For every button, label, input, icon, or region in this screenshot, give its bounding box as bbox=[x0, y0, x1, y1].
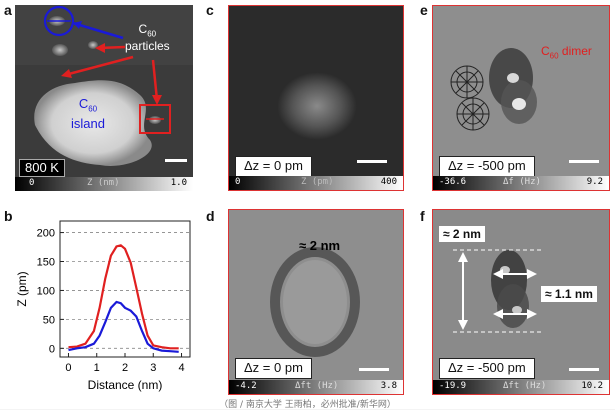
y-tick-label: 50 bbox=[43, 314, 55, 326]
dz-label-d: Δz = 0 pm bbox=[235, 358, 312, 379]
panel-d-image: ≈ 2 nm Δz = 0 pm -4.2 Δft (Hz) 3.8 bbox=[228, 209, 404, 395]
c60-particle-topography bbox=[277, 72, 357, 140]
panel-f-label: f bbox=[420, 208, 425, 224]
particles-label: C60 particles bbox=[125, 22, 170, 54]
dz-label-e: Δz = -500 pm bbox=[439, 156, 535, 177]
panel-b-label: b bbox=[4, 208, 13, 224]
afm-ring bbox=[270, 247, 360, 357]
line-chart-b: 0 50 100 150 200 0 1 2 3 4 Distance (nm) Z (pm) bbox=[15, 220, 191, 392]
stm-topography bbox=[15, 5, 193, 177]
panel-e-image: C60 dimer Δz = -500 pm -36.6 Δf (Hz) 9.2 bbox=[432, 5, 610, 191]
plot-area bbox=[59, 220, 191, 358]
blue-circle-marker bbox=[43, 5, 75, 37]
y-tick-label: 200 bbox=[37, 228, 55, 240]
island-label: C60 island bbox=[71, 96, 105, 131]
y-tick-label: 100 bbox=[37, 285, 55, 297]
dz-label-f: Δz = -500 pm bbox=[439, 358, 535, 379]
series-line-0 bbox=[68, 244, 179, 350]
temperature-label: 800 K bbox=[19, 159, 65, 177]
dimer-label: C60 dimer bbox=[541, 44, 592, 61]
panel-d-label: d bbox=[206, 208, 215, 224]
x-tick-label: 0 bbox=[65, 362, 71, 374]
c60-molecule-model bbox=[450, 65, 490, 131]
panel-e-label: e bbox=[420, 2, 428, 18]
y-tick-label: 0 bbox=[49, 343, 55, 355]
panel-c-image: Δz = 0 pm 0 Z (pm) 400 bbox=[228, 5, 404, 191]
panel-a-image: C60 particles C60 island 800 K 0 Z (nm) 1.… bbox=[15, 5, 193, 191]
colorbar-d: -4.2 Δft (Hz) 3.8 bbox=[229, 380, 403, 394]
x-tick-label: 3 bbox=[150, 362, 156, 374]
red-box-marker bbox=[139, 104, 171, 134]
colorbar-f: -19.9 Δft (Hz) 10.2 bbox=[433, 380, 609, 394]
panel-a-label: a bbox=[4, 2, 12, 18]
height-label-f: ≈ 2 nm bbox=[439, 226, 485, 242]
colorbar-c: 0 Z (pm) 400 bbox=[229, 176, 403, 190]
series-line-1 bbox=[68, 300, 179, 353]
panel-c-label: c bbox=[206, 2, 214, 18]
x-tick-label: 2 bbox=[122, 362, 128, 374]
c60-island-shape bbox=[34, 80, 152, 166]
colorbar-a: 0 Z (nm) 1.0 bbox=[15, 177, 193, 191]
dz-label-c: Δz = 0 pm bbox=[235, 156, 312, 177]
x-tick-label: 1 bbox=[94, 362, 100, 374]
x-tick-label: 4 bbox=[178, 362, 184, 374]
size-label-d: ≈ 2 nm bbox=[299, 238, 341, 253]
width-label-f: ≈ 1.1 nm bbox=[541, 286, 597, 302]
y-tick-label: 150 bbox=[37, 257, 55, 269]
panel-f-image: ≈ 2 nm ≈ 1.1 nm Δz = -500 pm -19.9 Δft (… bbox=[432, 209, 610, 395]
x-axis-label: Distance (nm) bbox=[88, 378, 163, 392]
figure-caption: （图 / 南京大学 王雨柏，必州批准/新华网） bbox=[219, 400, 396, 410]
colorbar-e: -36.6 Δf (Hz) 9.2 bbox=[433, 176, 609, 190]
y-axis-label: Z (pm) bbox=[15, 271, 29, 306]
